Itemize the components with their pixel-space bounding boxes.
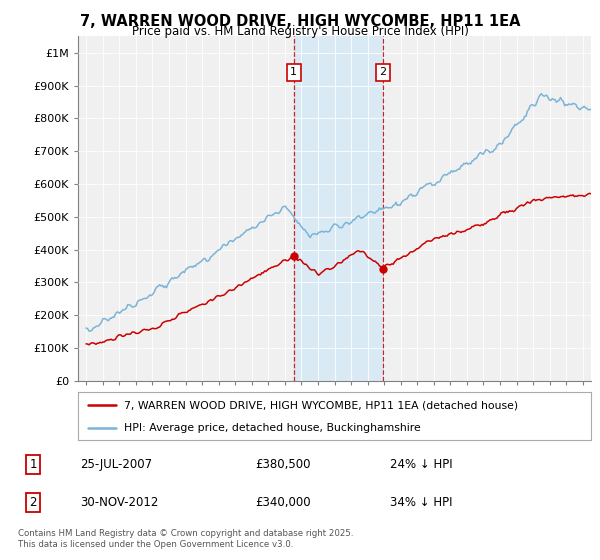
Text: 1: 1 xyxy=(29,458,37,471)
Text: 30-NOV-2012: 30-NOV-2012 xyxy=(80,496,158,509)
Text: 25-JUL-2007: 25-JUL-2007 xyxy=(80,458,152,471)
Text: 1: 1 xyxy=(290,68,297,77)
Text: Contains HM Land Registry data © Crown copyright and database right 2025.
This d: Contains HM Land Registry data © Crown c… xyxy=(18,529,353,549)
Text: 2: 2 xyxy=(379,68,386,77)
Text: HPI: Average price, detached house, Buckinghamshire: HPI: Average price, detached house, Buck… xyxy=(124,423,421,433)
Text: 7, WARREN WOOD DRIVE, HIGH WYCOMBE, HP11 1EA: 7, WARREN WOOD DRIVE, HIGH WYCOMBE, HP11… xyxy=(80,14,520,29)
Text: £340,000: £340,000 xyxy=(255,496,311,509)
Text: 7, WARREN WOOD DRIVE, HIGH WYCOMBE, HP11 1EA (detached house): 7, WARREN WOOD DRIVE, HIGH WYCOMBE, HP11… xyxy=(124,400,518,410)
Bar xyxy=(294,36,383,381)
Text: 2: 2 xyxy=(29,496,37,509)
Text: 24% ↓ HPI: 24% ↓ HPI xyxy=(390,458,453,471)
Text: £380,500: £380,500 xyxy=(255,458,310,471)
Text: 34% ↓ HPI: 34% ↓ HPI xyxy=(390,496,453,509)
Text: Price paid vs. HM Land Registry's House Price Index (HPI): Price paid vs. HM Land Registry's House … xyxy=(131,25,469,38)
